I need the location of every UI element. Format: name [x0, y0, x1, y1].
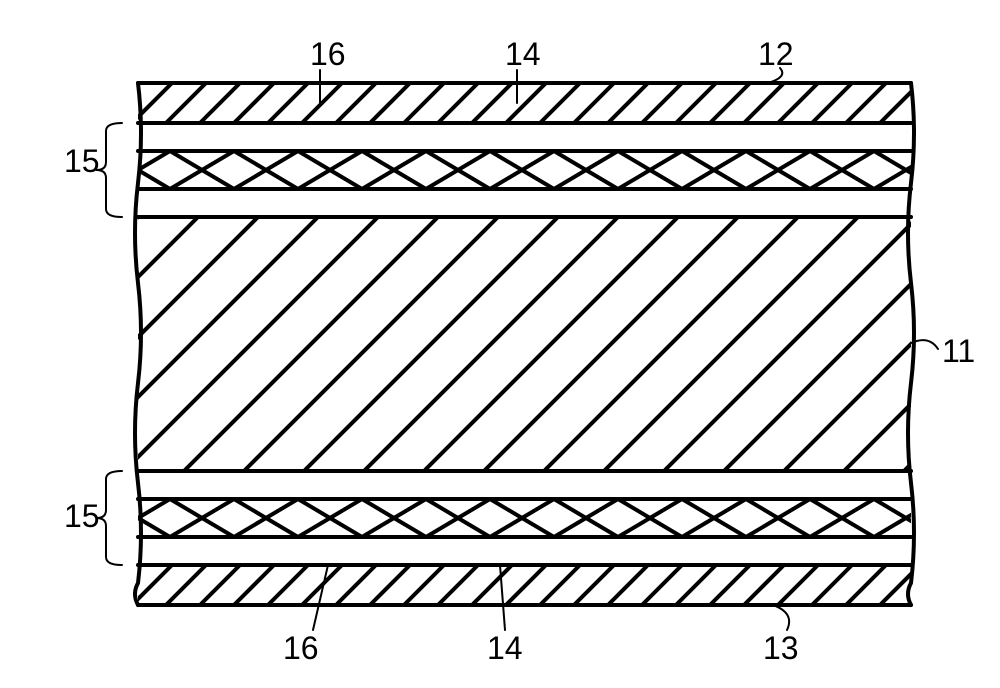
ref-label-12: 12 — [758, 36, 794, 73]
ref-label-11: 11 — [942, 333, 975, 370]
ref-label-14: 14 — [487, 630, 523, 667]
ref-label-14: 14 — [505, 36, 541, 73]
ref-label-15: 15 — [64, 143, 100, 180]
cross-section-diagram — [0, 0, 1000, 688]
ref-label-13: 13 — [763, 630, 799, 667]
ref-label-16: 16 — [283, 630, 319, 667]
ref-label-16: 16 — [310, 36, 346, 73]
ref-label-15: 15 — [64, 498, 100, 535]
